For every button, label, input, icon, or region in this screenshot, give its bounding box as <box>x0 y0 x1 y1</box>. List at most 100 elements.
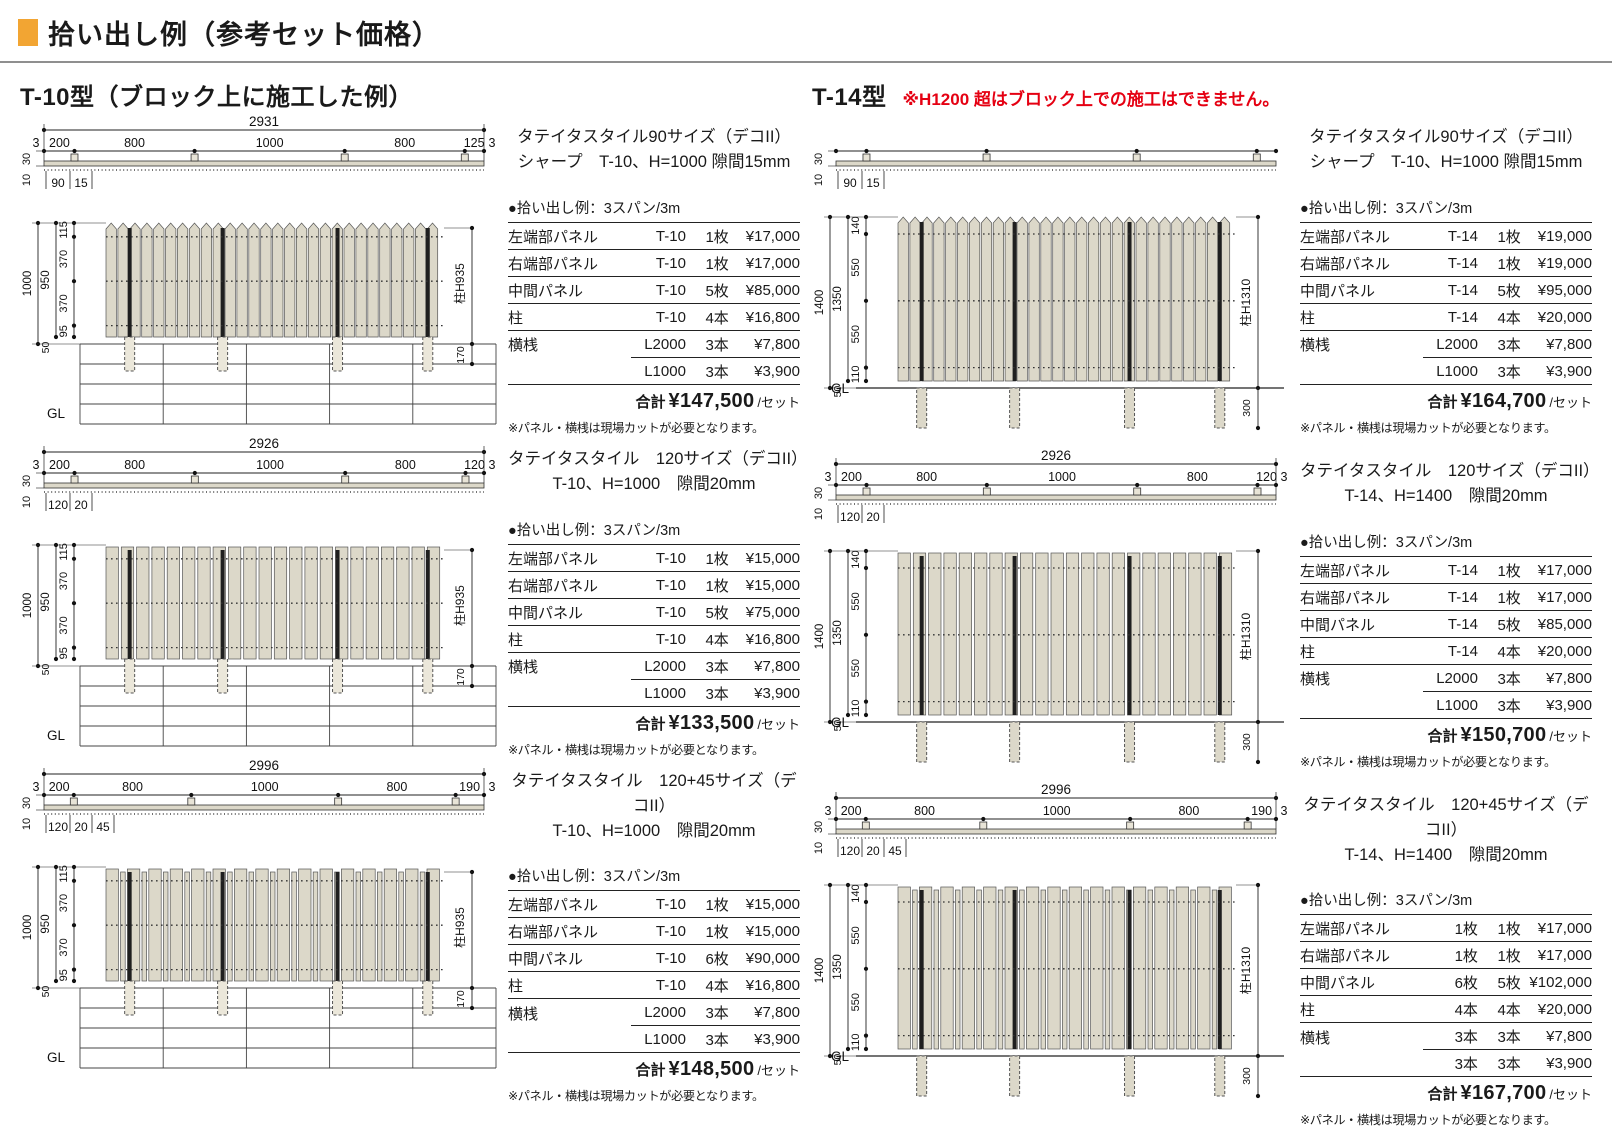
price-table-cell: L1000 <box>630 678 692 706</box>
post-anchor <box>916 721 928 763</box>
fence-post <box>220 872 225 981</box>
price-table-row: 右端部パネル T-10 1枚 ¥17,000 <box>508 248 800 276</box>
page-header: 拾い出し例（参考セット価格） <box>0 0 1612 63</box>
total-unit: /セット <box>757 394 800 410</box>
product-title: タテイタスタイル90サイズ（デコII） シャープ T-10、H=1000 隙間1… <box>508 125 800 175</box>
dimension-label: 50 <box>40 664 52 676</box>
dimension-label: 50 <box>832 1054 844 1066</box>
price-table-cell: 3本 <box>1483 1049 1525 1077</box>
dimension-label: 120 <box>464 458 485 472</box>
price-table-cell: T-14 <box>1422 609 1484 637</box>
dim-dot <box>72 148 77 154</box>
price-table-cell: ¥17,000 <box>1524 582 1592 610</box>
product-title-line1: タテイタスタイル 120サイズ（デコII） <box>508 450 808 468</box>
elevation-drawing: 1000 950 115 370 370 95 50 GL 柱H935 170 <box>22 220 497 425</box>
dimension-label: 50 <box>40 986 52 998</box>
product-section: 2996 3 200 800 1000 800 190 3 30 10 120 20 45 1400 13… <box>806 781 1612 1127</box>
post-marker <box>460 153 469 162</box>
post-anchor <box>124 336 136 372</box>
dimension-label: 柱H1310 <box>1238 946 1253 994</box>
dim-dot <box>71 334 77 340</box>
price-table-cell: 1枚 <box>1497 228 1521 246</box>
price-table-row: 左端部パネル T-14 1枚 ¥19,000 <box>1300 223 1592 250</box>
fence-slat <box>403 222 415 338</box>
dimension-label: 370 <box>58 294 70 312</box>
footnote: ※パネル・横桟は現場カットが必要となります。 <box>1300 1113 1556 1128</box>
price-table-cell: L2000 <box>630 329 692 357</box>
price-table-cell: T-10 <box>630 971 692 999</box>
dimension-label: 140 <box>850 550 862 568</box>
dim-dot <box>1255 385 1261 391</box>
dimension-label: 1000 <box>22 593 34 619</box>
post-marker <box>187 797 196 806</box>
dimension-label: 15 <box>74 176 88 190</box>
post-marker <box>69 797 78 806</box>
price-table-row: 中間パネル 6枚 5枚 ¥102,000 <box>1300 968 1592 996</box>
dimension-label: 1350 <box>832 620 844 646</box>
dimension-label: 10 <box>813 508 825 520</box>
dimension-label: 800 <box>124 136 145 150</box>
price-table-row: 横桟 3本 3本 ¥7,800 <box>1300 1022 1592 1050</box>
post-anchor <box>332 658 344 694</box>
price-table-cell: 横桟 <box>508 329 631 357</box>
dim-dot <box>863 632 869 637</box>
dimension-label: 10 <box>21 496 33 508</box>
price-table-cell: ¥15,000 <box>745 549 800 567</box>
price-table-cell: ¥15,000 <box>732 917 800 945</box>
price-table-row: 横桟 L2000 3本 ¥7,800 <box>1300 329 1592 357</box>
dim-dot <box>481 792 487 798</box>
post-anchor <box>332 980 344 1016</box>
price-table-cell: L1000 <box>1422 356 1484 384</box>
dimension-label: 10 <box>813 842 825 854</box>
price-table-cell: T-10 <box>630 917 692 945</box>
dimension-label: 3 <box>825 804 832 818</box>
dimension-label: 2926 <box>249 436 279 451</box>
fence-slat <box>1050 552 1064 716</box>
price-table-row: 中間パネル T-10 5枚 ¥75,000 <box>508 597 800 625</box>
price-table-cell: L2000 <box>630 651 692 679</box>
price-table-cell: ¥3,900 <box>1524 690 1592 718</box>
dim-dot <box>1255 425 1261 431</box>
total-value: ¥148,500 <box>668 1058 755 1081</box>
dimension-label: GL <box>831 1049 850 1064</box>
post-marker <box>1132 153 1141 162</box>
fence-slat <box>928 552 942 716</box>
product-title-line2: T-14、H=1400 隙間20mm <box>1344 845 1548 864</box>
block-wall <box>79 987 497 1069</box>
fence-slat <box>272 222 284 338</box>
price-table-cell: ¥85,000 <box>1524 609 1592 637</box>
fence-bar-topview <box>835 160 1277 167</box>
post-anchor <box>1124 1055 1136 1097</box>
total-label: 合計 <box>635 1062 666 1080</box>
product-title: タテイタスタイル 120サイズ（デコII） T-10、H=1000 隙間20mm <box>508 447 808 497</box>
dimension-label: 1350 <box>832 286 844 312</box>
fence-slat <box>165 222 177 338</box>
price-table-cell: T-10 <box>630 570 692 598</box>
post-anchor <box>1124 387 1136 429</box>
price-table-cell: T-10 <box>630 248 692 276</box>
fence-slat <box>197 546 211 660</box>
dimension-label: 95 <box>58 325 70 337</box>
fence-slat <box>362 868 376 982</box>
fence-slat <box>1147 216 1159 382</box>
dim-dot <box>1273 148 1279 154</box>
fence-post <box>919 556 924 715</box>
fence-post <box>335 550 340 659</box>
post-marker <box>341 475 350 484</box>
fence-slat <box>105 222 117 338</box>
fence-slat <box>1090 886 1104 1050</box>
price-table: ●拾い出し例：3スパン/3m 左端部パネル 1枚 1枚 ¥17,000 右端部パネル 1枚… <box>1300 889 1592 1128</box>
fence-slat <box>1040 216 1052 382</box>
dim-dot <box>863 712 869 718</box>
price-table-grid: 左端部パネル 1枚 1枚 ¥17,000 右端部パネル 1枚 1枚 ¥17,000 中間パネル 6… <box>1300 915 1592 1078</box>
price-table-row: L1000 3本 ¥3,900 <box>508 1025 800 1053</box>
fence-slat <box>248 222 260 338</box>
fence-slat <box>153 222 165 338</box>
dim-dot <box>469 341 475 347</box>
product-title: タテイタスタイル 120+45サイズ（デコII） T-10、H=1000 隙間2… <box>508 769 800 843</box>
price-table-cell: 6枚 <box>691 944 733 972</box>
post-anchor <box>217 658 229 694</box>
fence-slat <box>997 889 1004 1050</box>
